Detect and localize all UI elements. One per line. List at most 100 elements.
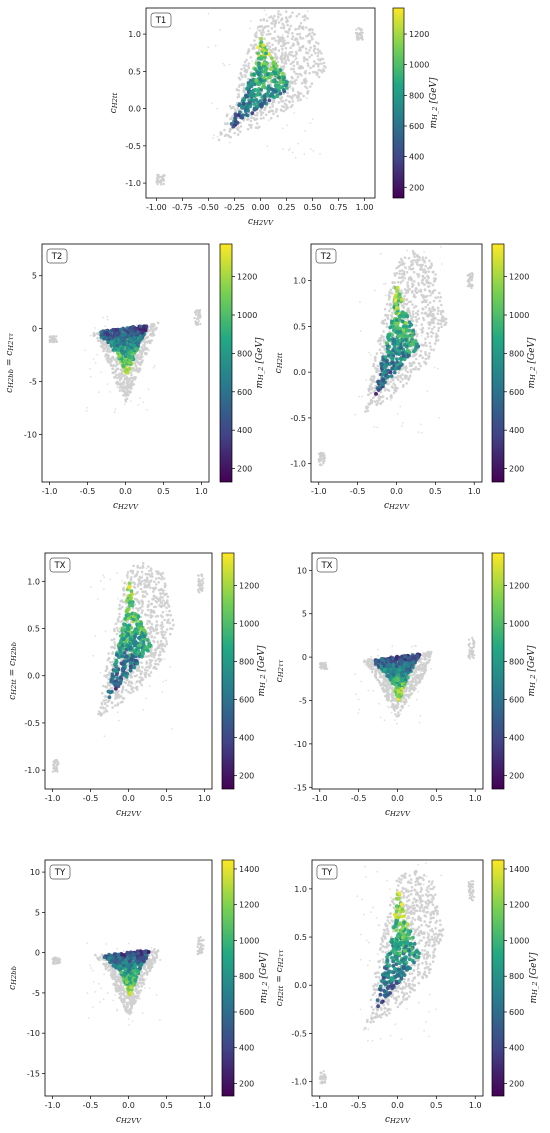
outlier-point [317, 458, 320, 461]
background-point [284, 47, 288, 50]
background-point [135, 680, 139, 683]
scatter-point [127, 351, 131, 356]
background-point [387, 382, 391, 386]
scatter-point [122, 651, 127, 655]
background-point [135, 572, 139, 576]
background-point [113, 627, 116, 631]
background-point [119, 701, 123, 704]
background-point [281, 105, 284, 108]
background-point [407, 378, 411, 381]
scatter-point [233, 112, 238, 117]
scatter-point [123, 616, 128, 621]
background-point [307, 33, 311, 36]
scatter-point [134, 641, 139, 645]
scatter-point [122, 359, 127, 363]
points-group [155, 8, 364, 186]
background-point [149, 664, 153, 667]
scatter-point [110, 674, 115, 679]
background-point [91, 550, 93, 552]
background-point [152, 651, 155, 655]
background-point [296, 73, 300, 76]
background-point [398, 260, 401, 264]
colorbar-label: mH_2 [GeV] [257, 645, 267, 696]
scatter-point [410, 334, 414, 339]
background-point [426, 267, 430, 270]
background-point [157, 581, 160, 584]
background-point [137, 609, 140, 612]
background-point [121, 579, 123, 582]
y-tick-label: 0.5 [128, 67, 141, 76]
background-point [230, 106, 234, 110]
background-point [440, 263, 443, 265]
background-point [218, 28, 221, 31]
background-point [267, 80, 270, 84]
scatter-point [250, 111, 255, 116]
background-point [381, 322, 385, 325]
background-point [283, 65, 286, 68]
background-point [432, 319, 435, 323]
background-point [373, 389, 376, 393]
background-point [316, 65, 320, 68]
background-point [134, 364, 138, 368]
background-point [367, 393, 370, 397]
background-point [428, 307, 431, 310]
scatter-point [264, 51, 268, 56]
background-point [165, 679, 167, 682]
background-point [392, 382, 396, 386]
background-point [402, 302, 406, 305]
background-point [102, 699, 106, 702]
background-point [152, 366, 155, 369]
background-point [419, 268, 422, 271]
background-point [385, 322, 389, 326]
outlier-point [52, 765, 55, 768]
scatter-point [278, 80, 283, 84]
background-point [407, 300, 411, 304]
background-point [398, 272, 401, 276]
colorbar-gradient [219, 243, 233, 483]
outlier-point [198, 585, 201, 588]
background-point [111, 371, 115, 375]
scatter-point [254, 98, 259, 102]
background-point [113, 704, 117, 707]
outlier-point [358, 33, 361, 36]
scatter-point [119, 337, 124, 342]
outlier-point [471, 274, 474, 277]
background-point [378, 338, 381, 342]
background-point [112, 358, 116, 361]
background-point [294, 37, 298, 40]
background-point [285, 16, 288, 19]
background-point [286, 57, 290, 61]
background-point [314, 70, 317, 74]
background-point [437, 367, 439, 370]
background-point [114, 692, 117, 695]
background-point [374, 355, 377, 359]
outlier-point [55, 335, 58, 338]
background-point [137, 404, 140, 406]
background-point [165, 628, 169, 631]
outlier-point [198, 314, 201, 317]
background-point [155, 628, 158, 631]
background-point [396, 412, 399, 415]
background-point [127, 690, 130, 694]
background-point [406, 318, 410, 322]
background-point [383, 339, 386, 343]
background-point [116, 617, 120, 621]
background-point [423, 260, 426, 264]
background-point [247, 48, 251, 51]
background-point [145, 697, 147, 700]
background-point [107, 347, 109, 350]
background-point [249, 123, 253, 127]
background-point [389, 380, 392, 384]
background-point [136, 367, 138, 370]
background-point [135, 377, 138, 379]
background-point [395, 266, 398, 270]
background-point [289, 95, 291, 97]
background-point [97, 710, 101, 713]
background-point [142, 344, 145, 347]
background-point [422, 296, 425, 299]
scatter-point [121, 363, 126, 368]
background-point [241, 75, 244, 79]
background-point [399, 405, 402, 408]
x-tick-label: 1.0 [195, 487, 208, 496]
background-point [269, 48, 273, 52]
